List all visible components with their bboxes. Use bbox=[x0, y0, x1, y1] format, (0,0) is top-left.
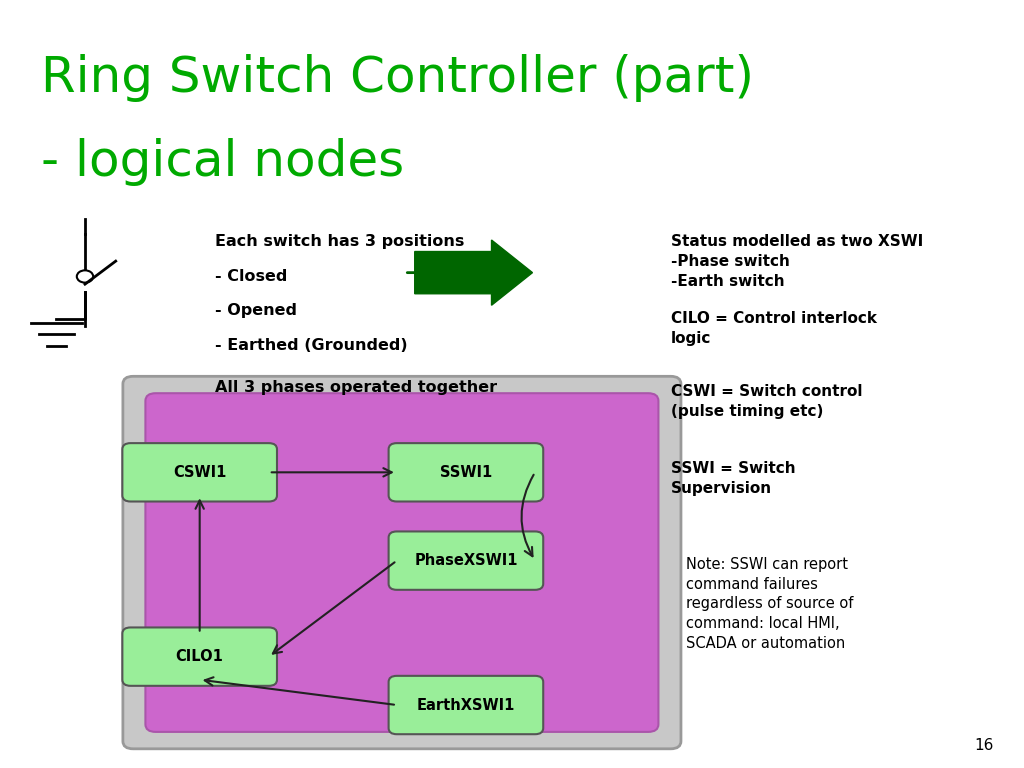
FancyBboxPatch shape bbox=[145, 393, 658, 732]
Text: Each switch has 3 positions: Each switch has 3 positions bbox=[215, 234, 465, 250]
Text: Note: SSWI can report
command failures
regardless of source of
command: local HM: Note: SSWI can report command failures r… bbox=[686, 557, 853, 651]
FancyArrow shape bbox=[415, 240, 532, 305]
Text: CSWI = Switch control
(pulse timing etc): CSWI = Switch control (pulse timing etc) bbox=[671, 384, 862, 419]
FancyBboxPatch shape bbox=[389, 676, 543, 734]
Text: PhaseXSWI1: PhaseXSWI1 bbox=[414, 553, 518, 568]
Text: - Opened: - Opened bbox=[215, 303, 297, 319]
Text: SSWI = Switch
Supervision: SSWI = Switch Supervision bbox=[671, 461, 796, 495]
Text: - Earthed (Grounded): - Earthed (Grounded) bbox=[215, 338, 408, 353]
Text: - logical nodes: - logical nodes bbox=[41, 138, 404, 187]
FancyBboxPatch shape bbox=[123, 627, 276, 686]
Text: EarthXSWI1: EarthXSWI1 bbox=[417, 697, 515, 713]
FancyBboxPatch shape bbox=[389, 531, 543, 590]
FancyBboxPatch shape bbox=[389, 443, 543, 502]
Text: 16: 16 bbox=[974, 737, 993, 753]
Text: All 3 phases operated together: All 3 phases operated together bbox=[215, 380, 498, 396]
FancyBboxPatch shape bbox=[123, 443, 276, 502]
FancyBboxPatch shape bbox=[123, 376, 681, 749]
Text: Ring Switch Controller (part): Ring Switch Controller (part) bbox=[41, 54, 754, 102]
Text: - Closed: - Closed bbox=[215, 269, 288, 284]
Text: CILO1: CILO1 bbox=[176, 649, 223, 664]
Text: CSWI1: CSWI1 bbox=[173, 465, 226, 480]
Text: SSWI1: SSWI1 bbox=[439, 465, 493, 480]
Text: Status modelled as two XSWI
-Phase switch
-Earth switch: Status modelled as two XSWI -Phase switc… bbox=[671, 234, 923, 289]
Text: CILO = Control interlock
logic: CILO = Control interlock logic bbox=[671, 311, 877, 346]
